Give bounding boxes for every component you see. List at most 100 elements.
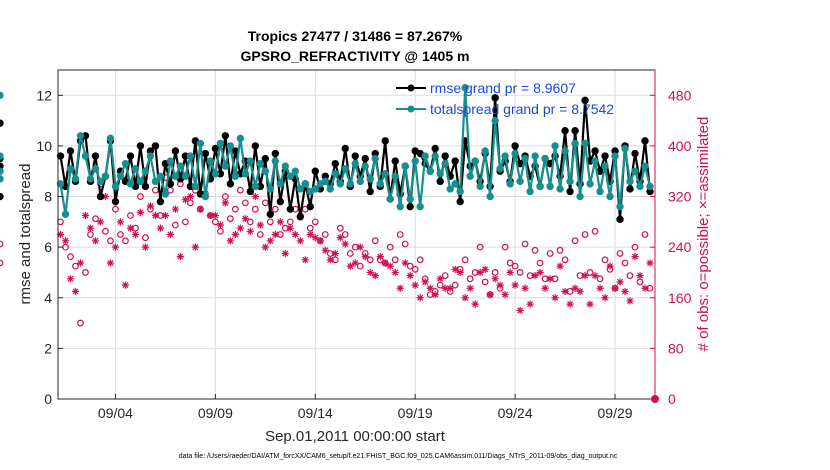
- rmse-point: [616, 215, 624, 224]
- obs-assimilated-marker: [546, 275, 554, 283]
- obs-assimilated-marker: [476, 268, 484, 277]
- totalspread-point: [441, 159, 449, 168]
- obs-possible-marker: [401, 240, 409, 248]
- rmse-point: [436, 177, 444, 186]
- obs-assimilated-marker: [441, 284, 449, 292]
- obs-possible-marker: [261, 199, 269, 207]
- obs-assimilated-marker: [381, 259, 389, 267]
- totalspread-point: [381, 170, 389, 178]
- legend: rmse grand pr = 8.9607 totalspread grand…: [396, 80, 614, 117]
- obs-assimilated-marker: [641, 284, 649, 292]
- totalspread-point: [541, 154, 549, 163]
- rmse-point: [491, 94, 499, 102]
- obs-possible-marker: [581, 231, 589, 238]
- totalspread-point: [571, 139, 579, 148]
- rmse-point: [366, 187, 374, 196]
- obs-assimilated-marker: [396, 284, 404, 292]
- rmse-point: [631, 149, 639, 158]
- obs-assimilated-marker: [631, 253, 639, 261]
- obs-possible-marker: [441, 272, 449, 280]
- y-tick-label: 2: [44, 340, 52, 356]
- rmse-point: [456, 197, 464, 206]
- obs-assimilated-marker: [461, 294, 469, 302]
- obs-possible-marker: [451, 281, 459, 289]
- totalspread-point: [176, 162, 185, 170]
- obs-possible-marker: [117, 231, 124, 238]
- totalspread-point: [91, 165, 100, 173]
- obs-assimilated-marker: [171, 205, 180, 213]
- obs-assimilated-marker: [266, 237, 274, 245]
- totalspread-point: [341, 165, 349, 173]
- totalspread-point: [241, 170, 250, 178]
- totalspread-point: [111, 182, 120, 191]
- obs-assimilated-marker: [496, 281, 504, 289]
- obs-assimilated-marker: [231, 230, 239, 239]
- totalspread-point: [171, 172, 180, 180]
- y2-tick-label: 0: [668, 391, 676, 407]
- obs-assimilated-marker: [571, 284, 579, 292]
- obs-possible-marker: [506, 259, 514, 267]
- totalspread-point: [436, 170, 444, 178]
- obs-assimilated-marker: [96, 218, 105, 226]
- rmse-point: [581, 96, 589, 105]
- totalspread-point: [511, 149, 519, 158]
- totalspread-point: [131, 165, 140, 173]
- obs-assimilated-marker: [391, 268, 399, 277]
- y2-tick-label: 80: [668, 340, 684, 356]
- y2-tick-label: 160: [668, 290, 692, 306]
- totalspread-point: [531, 152, 539, 160]
- chart-title-line2: GPSRO_REFRACTIVITY @ 1405 m: [241, 48, 470, 64]
- totalspread-point: [221, 162, 230, 170]
- totalspread-point: [526, 187, 534, 196]
- totalspread-point: [611, 152, 619, 160]
- obs-assimilated-marker: [196, 205, 204, 213]
- obs-assimilated-marker: [636, 272, 644, 280]
- totalspread-point: [121, 159, 130, 168]
- totalspread-point: [81, 152, 90, 160]
- totalspread-point: [421, 152, 429, 160]
- obs-possible-marker: [516, 269, 524, 276]
- obs-assimilated-marker: [161, 211, 170, 220]
- obs-possible-marker: [556, 246, 564, 254]
- totalspread-point: [546, 182, 554, 191]
- rmse-point: [351, 152, 359, 160]
- obs-assimilated-marker: [146, 202, 155, 210]
- totalspread-point: [141, 167, 150, 175]
- totalspread-point: [496, 165, 504, 173]
- totalspread-point: [641, 162, 649, 170]
- totalspread-point: [106, 134, 115, 143]
- obs-possible-marker: [236, 186, 244, 194]
- obs-possible-marker: [366, 256, 374, 264]
- totalspread-point: [166, 157, 175, 165]
- obs-possible-marker: [172, 221, 179, 229]
- obs-assimilated-marker: [291, 230, 299, 239]
- obs-possible-marker: [641, 231, 649, 238]
- totalspread-point: [116, 172, 125, 180]
- obs-assimilated-marker: [511, 281, 519, 289]
- obs-assimilated-marker: [411, 281, 419, 289]
- obs-assimilated-marker: [121, 281, 130, 289]
- obs-assimilated-marker: [281, 249, 289, 258]
- data-file-footer: data file: /Users/raeder/DAI/ATM_forcXX/…: [179, 453, 618, 460]
- rmse-point: [641, 137, 649, 145]
- totalspread-point: [491, 116, 499, 125]
- obs-assimilated-marker: [526, 300, 534, 308]
- totalspread-point: [366, 175, 374, 183]
- rmse-point: [126, 152, 135, 160]
- obs-assimilated-marker: [516, 306, 524, 315]
- totalspread-point: [0, 91, 4, 100]
- rmse-point: [381, 137, 389, 145]
- totalspread-point: [626, 177, 634, 186]
- y-tick-label: 8: [44, 189, 52, 205]
- obs-possible-marker: [256, 231, 264, 238]
- totalspread-point: [181, 172, 190, 180]
- obs-assimilated-marker: [271, 230, 279, 239]
- y-tick-label: 12: [36, 87, 52, 103]
- obs-possible-marker: [391, 256, 399, 264]
- obs-possible-marker: [536, 259, 544, 267]
- x-tick-label: 09/04: [98, 405, 133, 421]
- totalspread-point: [216, 139, 225, 148]
- totalspread-point: [481, 147, 489, 155]
- totalspread-point: [236, 134, 245, 143]
- obs-possible-marker: [246, 218, 254, 226]
